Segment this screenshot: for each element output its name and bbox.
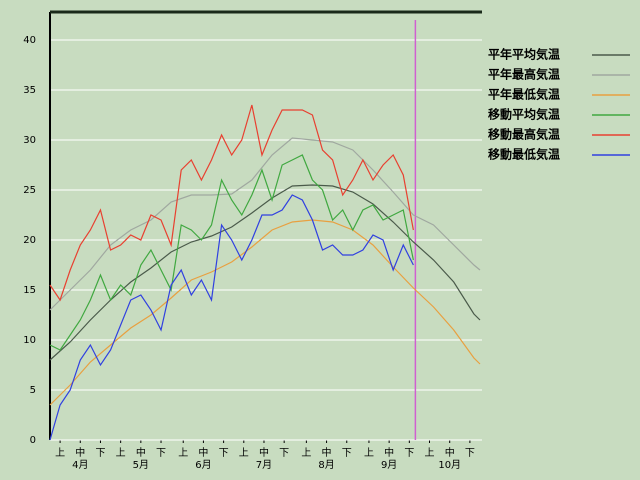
x-tick-label: 上 bbox=[364, 447, 374, 459]
y-tick-label: 20 bbox=[23, 235, 36, 246]
x-tick-label: 上 bbox=[301, 447, 311, 459]
legend-label: 移動平均気温 bbox=[488, 107, 560, 122]
x-tick-label: 中 bbox=[445, 446, 455, 459]
x-tick-label: 中 bbox=[322, 446, 332, 459]
x-tick-label: 上 bbox=[178, 447, 188, 459]
x-tick-label: 中 bbox=[136, 446, 146, 459]
legend-label: 移動最高気温 bbox=[488, 127, 560, 142]
x-tick-label: 下 bbox=[156, 448, 166, 459]
x-tick-label: 下 bbox=[95, 448, 105, 459]
y-tick-label: 40 bbox=[23, 35, 36, 46]
series-line bbox=[49, 194, 414, 441]
x-tick-label: 中 bbox=[198, 446, 208, 459]
y-tick-label: 35 bbox=[23, 85, 36, 96]
y-tick-label: 30 bbox=[23, 135, 36, 146]
x-tick-label: 下 bbox=[465, 448, 475, 459]
legend-label: 移動最低気温 bbox=[488, 147, 560, 162]
series-line bbox=[49, 104, 414, 302]
series-line bbox=[49, 137, 481, 311]
x-tick-label: 下 bbox=[404, 448, 414, 459]
y-tick-label: 10 bbox=[23, 335, 36, 346]
month-label: 4月 bbox=[72, 459, 88, 471]
x-tick-label: 上 bbox=[239, 447, 249, 459]
x-tick-label: 上 bbox=[116, 447, 126, 459]
x-tick-label: 中 bbox=[384, 446, 394, 459]
x-tick-label: 中 bbox=[75, 446, 85, 459]
x-tick-label: 上 bbox=[55, 447, 65, 459]
y-tick-label: 25 bbox=[23, 185, 36, 196]
x-tick-label: 下 bbox=[219, 448, 229, 459]
month-label: 8月 bbox=[318, 459, 334, 471]
y-tick-label: 15 bbox=[23, 285, 36, 296]
x-tick-label: 上 bbox=[425, 447, 435, 459]
x-tick-label: 下 bbox=[279, 448, 289, 459]
month-label: 10月 bbox=[438, 459, 461, 471]
month-label: 6月 bbox=[195, 459, 211, 471]
y-tick-label: 0 bbox=[30, 435, 36, 446]
x-tick-label: 下 bbox=[342, 448, 352, 459]
series-line bbox=[49, 219, 481, 406]
y-tick-label: 5 bbox=[30, 385, 36, 396]
legend-label: 平年最高気温 bbox=[488, 67, 560, 82]
legend-label: 平年最低気温 bbox=[488, 87, 560, 102]
legend-label: 平年平均気温 bbox=[488, 47, 560, 62]
month-label: 9月 bbox=[381, 459, 397, 471]
month-label: 7月 bbox=[256, 459, 272, 471]
month-label: 5月 bbox=[133, 459, 149, 471]
series-line bbox=[49, 154, 414, 351]
x-tick-label: 中 bbox=[259, 446, 269, 459]
